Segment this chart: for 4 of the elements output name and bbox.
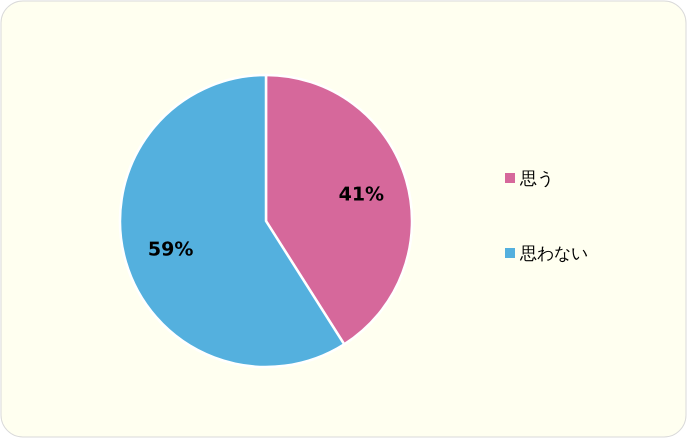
data-label: 41% xyxy=(338,183,384,206)
legend-label: 思う xyxy=(519,169,554,189)
data-label: 59% xyxy=(148,238,194,261)
legend-label: 思わない xyxy=(519,244,588,264)
